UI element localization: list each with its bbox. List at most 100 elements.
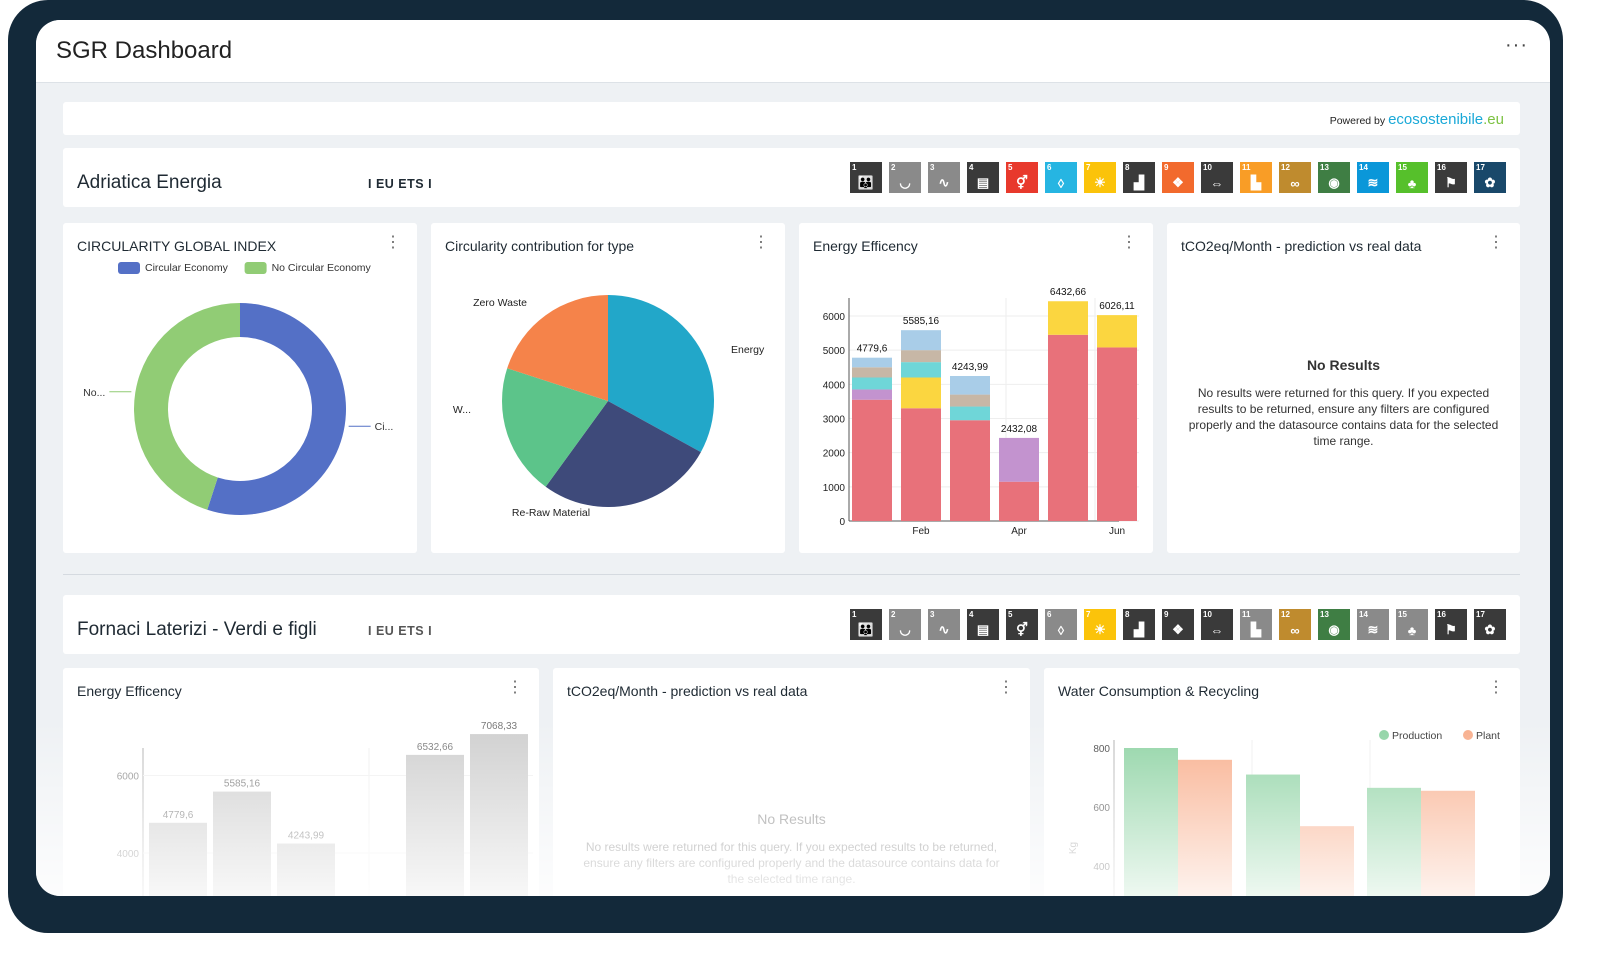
bar-segment[interactable] xyxy=(852,377,892,390)
sdg-5-gender-icon[interactable]: 5 ⚥ xyxy=(1006,609,1038,640)
sdg-14-fish-icon[interactable]: 14 ≋ xyxy=(1357,609,1389,640)
sdg-9-cubes-icon[interactable]: 9 ❖ xyxy=(1162,609,1194,640)
sdg-16-dove-icon[interactable]: 16 ⚑ xyxy=(1435,162,1467,193)
sdg-14-fish-icon[interactable]: 14 ≋ xyxy=(1357,162,1389,193)
sdg-10-equal-icon[interactable]: 10 ⇔ xyxy=(1201,162,1233,193)
y-tick-label: 4000 xyxy=(117,849,140,860)
legend-label[interactable]: Production xyxy=(1392,730,1442,742)
legend-label[interactable]: Plant xyxy=(1476,730,1500,742)
bar[interactable] xyxy=(406,754,464,896)
sdg-1-people-icon[interactable]: 1 👪 xyxy=(850,609,882,640)
sdg-1-people-icon[interactable]: 1 👪 xyxy=(850,162,882,193)
pie-slice[interactable] xyxy=(545,401,701,508)
bar-segment[interactable] xyxy=(852,389,892,400)
bar-segment[interactable] xyxy=(901,330,941,351)
bar-segment[interactable] xyxy=(1097,315,1137,348)
pie-slice[interactable] xyxy=(502,368,608,487)
sdg-5-gender-icon[interactable]: 5 ⚥ xyxy=(1006,162,1038,193)
sdg-2-bowl-icon[interactable]: 2 ◡ xyxy=(889,609,921,640)
bar-segment[interactable] xyxy=(901,350,941,363)
sdg-11-city-icon[interactable]: 11 ▙ xyxy=(1240,609,1272,640)
bar[interactable] xyxy=(1178,759,1232,896)
bar-segment[interactable] xyxy=(901,377,941,409)
sdg-15-tree-icon[interactable]: 15 ♣ xyxy=(1396,609,1428,640)
bar[interactable] xyxy=(1421,790,1475,896)
bar[interactable] xyxy=(213,791,271,896)
sdg-10-equal-icon[interactable]: 10 ⇔ xyxy=(1201,609,1233,640)
bar-segment[interactable] xyxy=(901,408,941,521)
panel-menu-icon[interactable]: ⋮ xyxy=(385,234,401,251)
legend-swatch[interactable] xyxy=(1463,730,1473,740)
y-tick-label: 4000 xyxy=(823,380,846,391)
bar[interactable] xyxy=(1300,826,1354,896)
sdg-11-city-icon[interactable]: 11 ▙ xyxy=(1240,162,1272,193)
bar[interactable] xyxy=(149,822,207,896)
panel-menu-icon[interactable]: ⋮ xyxy=(1488,679,1504,696)
panel-menu-icon[interactable]: ⋮ xyxy=(1488,234,1504,251)
sdg-7-sun-icon[interactable]: 7 ☀ xyxy=(1084,609,1116,640)
bar[interactable] xyxy=(470,734,528,896)
sdg-15-tree-icon[interactable]: 15 ♣ xyxy=(1396,162,1428,193)
legend-label[interactable]: No Circular Economy xyxy=(272,262,372,274)
brand-logo[interactable]: ecosostenibile.eu xyxy=(1388,111,1504,128)
panel-menu-icon[interactable]: ⋮ xyxy=(1121,234,1137,251)
bar-segment[interactable] xyxy=(1097,347,1137,521)
sdg-3-heartbeat-icon[interactable]: 3 ∿ xyxy=(928,609,960,640)
y-tick-label: 0 xyxy=(839,517,845,528)
bar[interactable] xyxy=(277,843,335,896)
bar-segment[interactable] xyxy=(950,375,990,395)
pie-slice[interactable] xyxy=(507,295,608,401)
bar-segment[interactable] xyxy=(950,406,990,421)
sdg-17-flower-icon[interactable]: 17 ✿ xyxy=(1474,162,1506,193)
legend-label[interactable]: Circular Economy xyxy=(145,262,229,274)
more-options-icon[interactable]: ··· xyxy=(1505,34,1528,56)
bar-segment[interactable] xyxy=(1048,334,1088,521)
legend-swatch[interactable] xyxy=(118,262,140,274)
sdg-6-drop-icon[interactable]: 6 ◊ xyxy=(1045,609,1077,640)
sdg-17-flower-icon[interactable]: 17 ✿ xyxy=(1474,609,1506,640)
bar-segment[interactable] xyxy=(852,357,892,368)
bar-segment[interactable] xyxy=(950,394,990,407)
sdg-12-infinity-icon[interactable]: 12 ∞ xyxy=(1279,609,1311,640)
bar-segment[interactable] xyxy=(852,367,892,378)
panel-menu-icon[interactable]: ⋮ xyxy=(753,234,769,251)
bar-segment[interactable] xyxy=(999,481,1039,521)
sdg-4-book-icon[interactable]: 4 ▤ xyxy=(967,162,999,193)
sdg-13-eye-icon[interactable]: 13 ◉ xyxy=(1318,609,1350,640)
bar-value-label: 7068,33 xyxy=(481,721,518,732)
y-tick-label: 400 xyxy=(1093,862,1110,873)
panel-title: Energy Efficency xyxy=(77,683,182,699)
bar-segment[interactable] xyxy=(950,420,990,521)
bar[interactable] xyxy=(1246,774,1300,896)
donut-chart: Circular Economy No Circular Economy Ci...… xyxy=(83,262,393,515)
eu-ets-tag: I EU ETS I xyxy=(368,177,433,191)
sdg-16-dove-icon[interactable]: 16 ⚑ xyxy=(1435,609,1467,640)
dashboard-screen: SGR Dashboard ··· Powered by ecosostenib… xyxy=(36,20,1550,896)
bar-segment[interactable] xyxy=(999,437,1039,482)
sdg-2-bowl-icon[interactable]: 2 ◡ xyxy=(889,162,921,193)
bar-segment[interactable] xyxy=(901,362,941,378)
donut-slice[interactable] xyxy=(207,303,347,515)
sdg-9-cubes-icon[interactable]: 9 ❖ xyxy=(1162,162,1194,193)
section-divider xyxy=(63,574,1520,575)
sdg-8-growth-icon[interactable]: 8 ▟ xyxy=(1123,162,1155,193)
sdg-12-infinity-icon[interactable]: 12 ∞ xyxy=(1279,162,1311,193)
sdg-7-sun-icon[interactable]: 7 ☀ xyxy=(1084,162,1116,193)
panel-menu-icon[interactable]: ⋮ xyxy=(998,679,1014,696)
legend-swatch[interactable] xyxy=(244,262,267,274)
legend-swatch[interactable] xyxy=(1379,730,1389,740)
panel-menu-icon[interactable]: ⋮ xyxy=(507,679,523,696)
bar[interactable] xyxy=(1367,787,1421,896)
sdg-8-growth-icon[interactable]: 8 ▟ xyxy=(1123,609,1155,640)
pie-label: Energy xyxy=(731,344,765,356)
sdg-6-drop-icon[interactable]: 6 ◊ xyxy=(1045,162,1077,193)
sdg-3-heartbeat-icon[interactable]: 3 ∿ xyxy=(928,162,960,193)
bar-segment[interactable] xyxy=(1048,301,1088,335)
donut-slice[interactable] xyxy=(134,303,240,510)
bar-segment[interactable] xyxy=(852,399,892,521)
top-bar: SGR Dashboard ··· xyxy=(36,20,1550,83)
bar[interactable] xyxy=(1124,748,1178,896)
sdg-4-book-icon[interactable]: 4 ▤ xyxy=(967,609,999,640)
pie-slice[interactable] xyxy=(608,295,714,453)
sdg-13-eye-icon[interactable]: 13 ◉ xyxy=(1318,162,1350,193)
